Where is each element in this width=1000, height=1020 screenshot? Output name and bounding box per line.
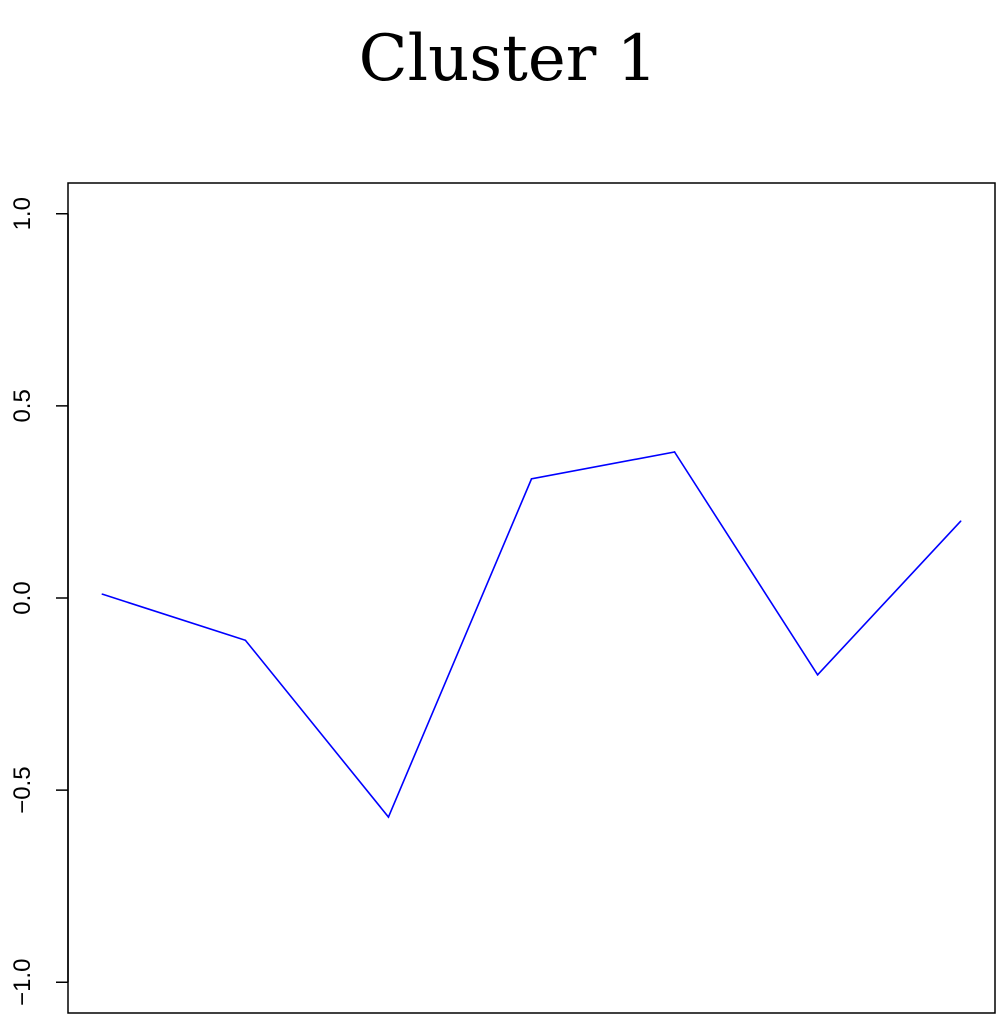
data-point <box>816 674 819 676</box>
data-point <box>959 520 962 522</box>
series-line <box>102 451 962 819</box>
y-tick-label: 0.0 <box>9 581 36 614</box>
y-tick-label: −1.0 <box>9 959 36 1006</box>
y-axis: −1.0 −0.5 0.0 0.5 1.0 <box>9 197 69 1006</box>
y-tick-label: 0.5 <box>9 389 36 422</box>
data-point <box>530 478 533 480</box>
data-point <box>387 816 390 818</box>
data-point <box>244 639 247 642</box>
y-tick-label: −0.5 <box>9 766 36 813</box>
chart-title: Cluster 1 <box>359 22 658 96</box>
series-layer <box>101 451 962 819</box>
y-tick-label: 1.0 <box>9 197 36 230</box>
plot-frame <box>67 182 996 1014</box>
data-point <box>101 593 104 595</box>
data-point <box>673 451 676 453</box>
